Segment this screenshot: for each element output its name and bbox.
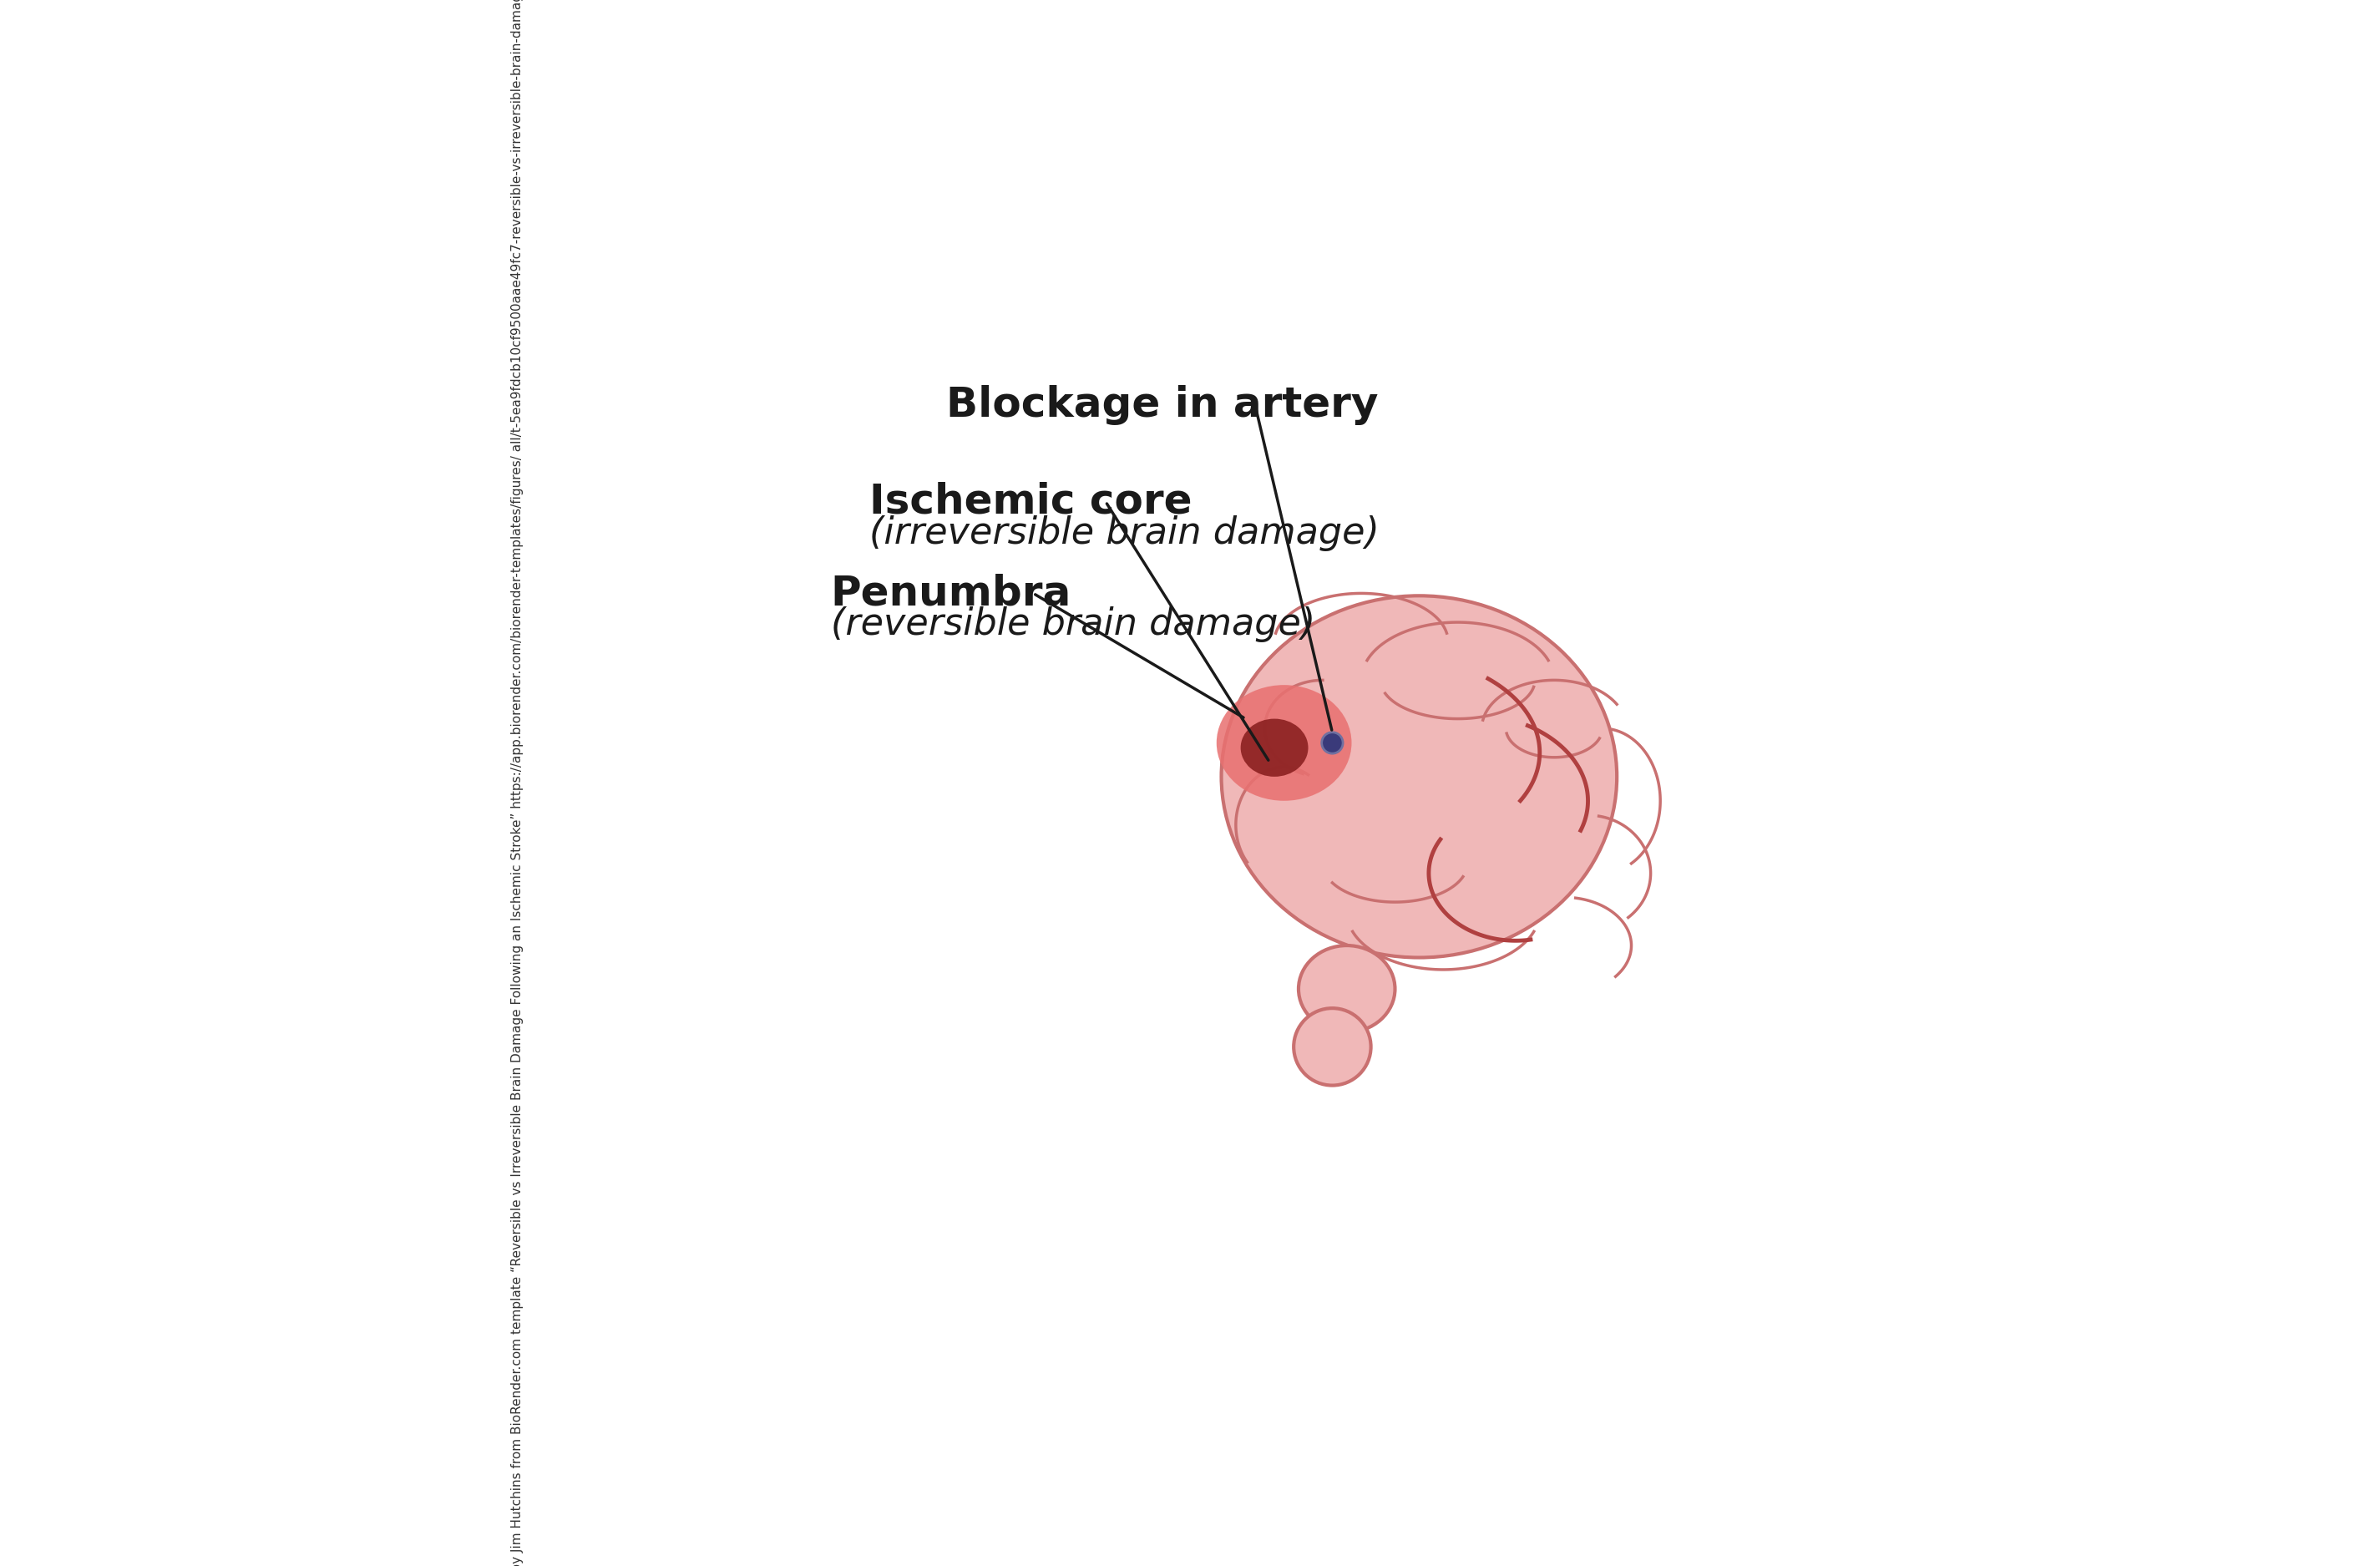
Circle shape xyxy=(1321,733,1342,753)
Text: Blockage in artery: Blockage in artery xyxy=(947,385,1378,426)
Ellipse shape xyxy=(1295,1009,1371,1085)
Ellipse shape xyxy=(1240,719,1309,777)
Ellipse shape xyxy=(1221,595,1616,957)
Text: CC BY-NC-ND Adapted by Jim Hutchins from BioRender.com template “Reversible vs I: CC BY-NC-ND Adapted by Jim Hutchins from… xyxy=(512,0,524,1566)
Text: Penumbra: Penumbra xyxy=(831,573,1071,614)
Ellipse shape xyxy=(1299,946,1395,1032)
Text: Ischemic core: Ischemic core xyxy=(869,482,1192,521)
Ellipse shape xyxy=(1216,684,1352,800)
Text: (irreversible brain damage): (irreversible brain damage) xyxy=(869,515,1380,551)
Text: (reversible brain damage): (reversible brain damage) xyxy=(831,606,1316,642)
